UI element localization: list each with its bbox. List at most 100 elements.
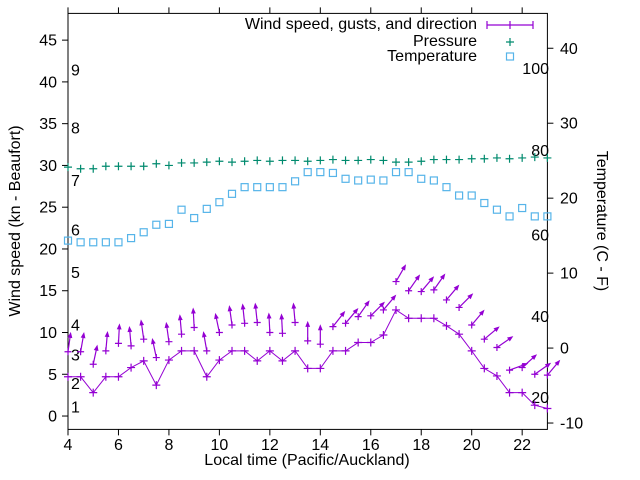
wind-direction-arrowhead [554, 359, 561, 366]
wind-direction-arrow [345, 311, 356, 324]
x-tick-label: 22 [513, 437, 531, 454]
x-tick-label: 18 [412, 437, 430, 454]
wind-direction-arrow [293, 307, 296, 323]
wind-speed-point [392, 305, 401, 314]
wind-direction-arrowhead [339, 310, 346, 318]
wind-direction-arrow [203, 336, 208, 351]
x-tick-label: 12 [261, 437, 279, 454]
legend-label-temperature: Temperature [387, 47, 477, 65]
wind-direction-arrow [67, 336, 71, 352]
wind-direction-arrow [546, 363, 558, 376]
beaufort-label: 4 [71, 317, 80, 334]
temperature-point [530, 212, 539, 221]
pressure-point [455, 155, 464, 164]
gust-point [518, 364, 526, 372]
gust-point [506, 366, 514, 374]
wind-speed-point [127, 363, 136, 372]
pressure-point [64, 163, 72, 172]
pressure-point [303, 157, 312, 166]
pressure-point [442, 155, 451, 164]
temperature-point [404, 168, 413, 177]
temperature-point [227, 189, 237, 198]
temperature-point [354, 176, 363, 185]
wind-direction-arrowhead [530, 354, 538, 361]
wind-direction-arrowhead [390, 294, 397, 301]
temperature-point [139, 228, 148, 237]
wind-direction-arrowhead [378, 301, 385, 308]
y-left-tick-label: 40 [39, 74, 57, 91]
wind-direction-arrowhead [507, 336, 514, 342]
wind-direction-arrowhead [139, 319, 145, 326]
wind-speed-point [64, 372, 72, 381]
wind-direction-arrow [420, 279, 432, 292]
temperature-point [177, 205, 186, 214]
temperature-point [467, 191, 476, 200]
wind-direction-arrow [129, 330, 132, 346]
pressure-point [240, 157, 249, 166]
pressure-point [215, 157, 224, 166]
pressure-point [101, 162, 110, 171]
temperature-point [442, 183, 451, 192]
wind-speed-point [328, 346, 337, 355]
beaufort-label: 9 [71, 63, 80, 80]
temperature-legend-marker-icon [505, 52, 515, 61]
wind-speed-point [278, 356, 287, 365]
y-right-tick-label: -10 [560, 416, 583, 433]
legend-label-pressure: Pressure [412, 33, 477, 50]
wind-direction-arrowhead [164, 321, 170, 329]
wind-direction-arrowhead [493, 326, 500, 333]
wind-direction-arrowhead [201, 331, 207, 338]
wind-direction-arrow [382, 298, 394, 311]
x-tick-label: 8 [164, 437, 173, 454]
wind-direction-arrowhead [177, 314, 183, 321]
wind-direction-arrow [534, 365, 548, 375]
wind-direction-arrow [281, 318, 284, 334]
y-right-tick-label: 0 [560, 341, 569, 358]
right-inner-label: 40 [531, 309, 549, 326]
wind-direction-arrowhead [352, 307, 359, 315]
gust-point [455, 303, 463, 311]
wind-speed-point [152, 381, 161, 390]
wind-direction-arrow [496, 338, 510, 349]
wind-direction-arrow [117, 328, 120, 344]
temperature-point [303, 168, 312, 177]
wind-direction-arrow [268, 317, 271, 333]
wind-direction-arrowhead [116, 323, 122, 330]
beaufort-label: 2 [71, 376, 80, 393]
wind-speed-point [341, 346, 350, 355]
wind-direction-arrow [446, 288, 457, 301]
wind-direction-arrow [105, 335, 108, 351]
temperature-point [429, 176, 438, 185]
wind-direction-arrowhead [127, 325, 133, 333]
wind-direction-arrowhead [266, 312, 272, 319]
wind-direction-arrow [395, 268, 405, 282]
temperature-point [89, 238, 98, 247]
pressure-point [76, 164, 85, 173]
pressure-point [328, 155, 337, 164]
temperature-point [341, 174, 350, 183]
x-tick-label: 16 [362, 437, 380, 454]
temperature-point [265, 183, 274, 192]
temperature-point [379, 176, 388, 185]
pressure-point [392, 158, 401, 167]
wind-direction-arrow [332, 314, 343, 328]
pressure-point [379, 156, 388, 165]
pressure-point [480, 154, 489, 163]
wind-direction-arrowhead [439, 273, 446, 280]
temperature-point [417, 174, 426, 183]
temperature-point [278, 183, 287, 192]
wind-direction-arrow [229, 310, 233, 326]
wind-speed-point [303, 364, 312, 373]
wind-speed-point [228, 346, 237, 355]
wind-speed-point [190, 346, 199, 355]
pressure-point [518, 153, 527, 162]
gust-point [392, 278, 400, 286]
wind-direction-arrow [357, 303, 368, 317]
wind-direction-arrowhead [317, 324, 323, 331]
wind-legend-marker-icon [486, 21, 534, 29]
wind-speed-point [76, 372, 85, 381]
temperature-point [518, 203, 527, 213]
pressure-point [152, 159, 161, 168]
